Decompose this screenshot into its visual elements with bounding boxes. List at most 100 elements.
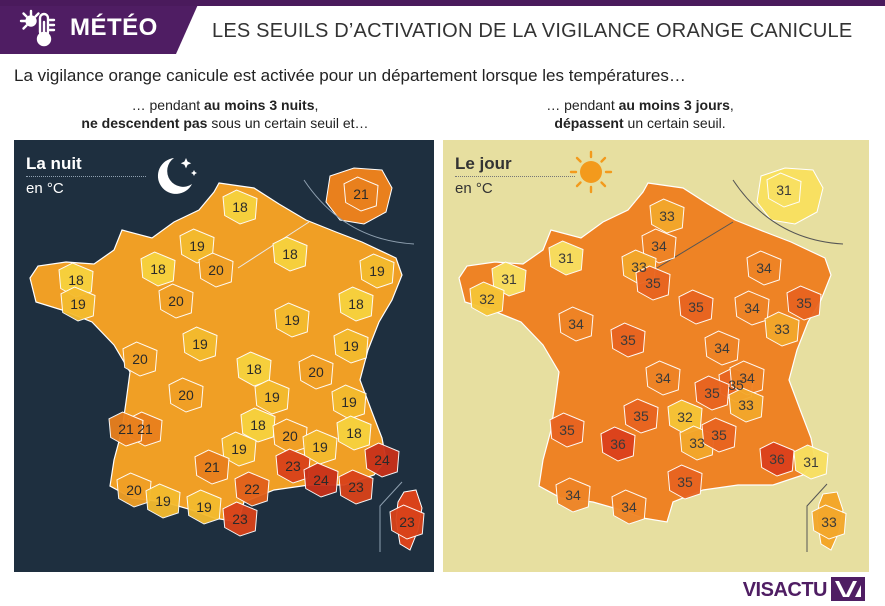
moon-stars-icon xyxy=(157,158,197,194)
threshold-label: 34 xyxy=(651,238,667,254)
brand-name: VISACTU xyxy=(742,579,828,601)
threshold-label: 31 xyxy=(501,271,517,287)
thermometer-sun-icon xyxy=(19,9,56,47)
day-title-rule xyxy=(455,176,575,177)
threshold-label: 36 xyxy=(610,436,626,452)
threshold-label: 18 xyxy=(232,199,248,215)
department-shape xyxy=(548,240,584,276)
department-shape xyxy=(194,449,230,485)
department-shape xyxy=(359,253,395,289)
department-shape xyxy=(168,377,204,413)
threshold-label: 19 xyxy=(312,439,328,455)
day-condition-pre: … pendant xyxy=(546,97,619,113)
department-shape xyxy=(303,462,339,498)
night-map-title: La nuit xyxy=(26,154,82,173)
threshold-label: 21 xyxy=(204,459,220,475)
day-labels: 3133343133353431323435353433353435343534… xyxy=(479,182,837,530)
paris-inset-arc xyxy=(732,179,844,245)
department-shape xyxy=(222,501,258,537)
department-shape xyxy=(331,384,367,420)
department-shape xyxy=(610,322,646,358)
department-shape xyxy=(469,281,505,317)
threshold-label: 31 xyxy=(558,250,574,266)
paris-inset-arc xyxy=(303,179,415,245)
department-shape xyxy=(704,330,740,366)
threshold-label: 20 xyxy=(308,364,324,380)
threshold-label: 34 xyxy=(568,316,584,332)
department-shape xyxy=(729,360,765,396)
intro-text: La vigilance orange canicule est activée… xyxy=(14,66,686,85)
department-shape xyxy=(254,379,290,415)
day-condition-rest: un certain seuil. xyxy=(623,115,726,131)
department-shape xyxy=(600,426,636,462)
threshold-label: 35 xyxy=(620,332,636,348)
department-shape xyxy=(343,176,379,212)
meteo-tag: MÉTÉO xyxy=(0,0,200,54)
threshold-label: 23 xyxy=(232,511,248,527)
department-shape xyxy=(198,252,234,288)
threshold-label: 19 xyxy=(189,238,205,254)
department-shape xyxy=(158,283,194,319)
day-map-unit: en °C xyxy=(455,180,493,197)
night-condition-rule: ne descendent pas xyxy=(81,115,208,131)
threshold-label: 35 xyxy=(796,295,812,311)
threshold-label: 34 xyxy=(621,499,637,515)
day-map-panel: 31 33 34 31 33 35 34 31 32 34 35 35 34 33 35 34 35 34 35 34… xyxy=(443,140,869,572)
threshold-label: 21 xyxy=(353,186,369,202)
threshold-label: 34 xyxy=(756,260,772,276)
threshold-label: 35 xyxy=(559,422,575,438)
department-shape xyxy=(333,328,369,364)
department-shape xyxy=(186,489,222,525)
threshold-label: 33 xyxy=(689,435,705,451)
department-shape xyxy=(558,306,594,342)
department-shape xyxy=(635,265,671,301)
threshold-label: 31 xyxy=(803,454,819,470)
department-shape xyxy=(793,444,829,480)
threshold-label: 32 xyxy=(677,409,693,425)
threshold-label: 35 xyxy=(688,299,704,315)
threshold-label: 33 xyxy=(774,321,790,337)
department-shape xyxy=(338,286,374,322)
threshold-label: 21 xyxy=(118,421,134,437)
day-condition-comma: , xyxy=(729,97,734,113)
corsica-divider xyxy=(379,481,403,552)
department-shape xyxy=(298,354,334,390)
threshold-label: 36 xyxy=(769,451,785,467)
threshold-label: 21 xyxy=(137,421,153,437)
night-regions xyxy=(58,176,425,540)
threshold-label: 19 xyxy=(155,493,171,509)
threshold-label: 19 xyxy=(231,441,247,457)
department-shape xyxy=(728,387,764,423)
day-condition-rule: dépassent xyxy=(554,115,624,131)
department-shape xyxy=(694,375,730,411)
threshold-label: 32 xyxy=(479,291,495,307)
threshold-label: 18 xyxy=(68,272,84,288)
corsica-divider xyxy=(806,483,828,552)
threshold-label: 19 xyxy=(341,394,357,410)
department-shape xyxy=(122,341,158,377)
department-shape xyxy=(182,326,218,362)
threshold-label: 35 xyxy=(728,377,744,393)
paris-inset-pointer xyxy=(656,221,734,269)
department-shape xyxy=(240,407,276,443)
threshold-label: 18 xyxy=(282,246,298,262)
department-shape xyxy=(811,504,847,540)
department-shape xyxy=(145,483,181,519)
department-shape xyxy=(746,250,782,286)
night-map-unit: en °C xyxy=(26,180,64,197)
department-shape xyxy=(336,415,372,451)
threshold-label: 20 xyxy=(168,293,184,309)
night-title-rule xyxy=(26,176,146,177)
threshold-label: 22 xyxy=(244,481,260,497)
night-condition: … pendant au moins 3 nuits, ne descenden… xyxy=(30,96,420,132)
threshold-label: 18 xyxy=(348,296,364,312)
threshold-label: 34 xyxy=(714,340,730,356)
threshold-label: 18 xyxy=(150,261,166,277)
threshold-label: 19 xyxy=(264,389,280,405)
department-shape xyxy=(234,471,270,507)
threshold-label: 18 xyxy=(346,425,362,441)
threshold-label: 18 xyxy=(246,361,262,377)
day-regions xyxy=(469,172,847,540)
